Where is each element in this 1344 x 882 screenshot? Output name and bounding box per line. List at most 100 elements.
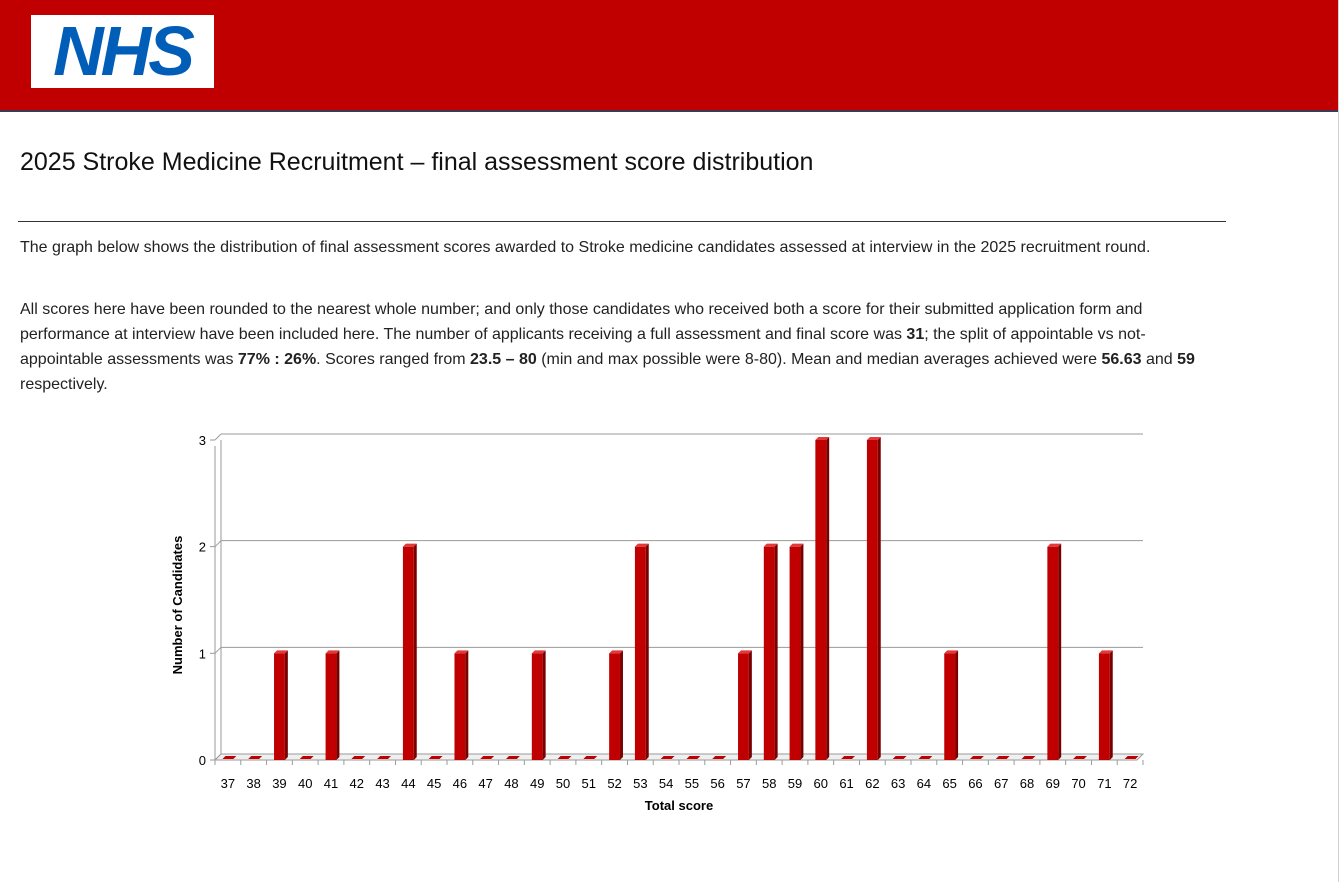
- bar-front: [454, 653, 466, 760]
- bar-70: [1073, 756, 1087, 759]
- bar-side: [542, 650, 546, 760]
- bar-zero-cap: [995, 756, 1010, 759]
- x-tick-label: 55: [685, 776, 699, 791]
- bar-side: [774, 543, 778, 760]
- title-divider: [18, 221, 1226, 222]
- bar-37: [222, 756, 237, 759]
- bar-45: [428, 756, 443, 759]
- bar-top: [1047, 543, 1062, 547]
- bar-side: [877, 437, 881, 760]
- bar-zero-cap: [918, 756, 933, 759]
- bar-60: [815, 437, 830, 760]
- bar-53: [634, 543, 649, 760]
- bar-42: [351, 756, 366, 759]
- bar-zero-cap: [222, 756, 237, 759]
- bar-51: [583, 756, 598, 759]
- bar-front: [1047, 546, 1059, 760]
- bar-66: [970, 756, 984, 759]
- y-tick-label: 1: [199, 646, 206, 661]
- x-tick-label: 69: [1046, 776, 1060, 791]
- x-tick-label: 51: [582, 776, 596, 791]
- bar-zero-cap: [351, 756, 366, 759]
- bar-65: [944, 650, 959, 760]
- bar-front: [325, 653, 337, 760]
- bar-side: [955, 650, 959, 760]
- bar-40: [299, 756, 314, 759]
- bar-71: [1098, 650, 1113, 760]
- bar-zero-cap: [583, 756, 598, 759]
- x-axis-title: Total score: [645, 798, 713, 813]
- x-tick-label: 47: [478, 776, 492, 791]
- details-text-6: respectively.: [20, 376, 108, 393]
- bar-39: [274, 650, 288, 760]
- x-tick-label: 43: [375, 776, 389, 791]
- bar-58: [763, 543, 778, 760]
- chart-floor: [213, 753, 1145, 761]
- bar-top: [1098, 650, 1113, 654]
- bar-top: [866, 437, 881, 440]
- x-tick-label: 68: [1020, 776, 1034, 791]
- bar-64: [918, 756, 933, 759]
- x-tick-label: 66: [968, 776, 982, 791]
- x-tick-label: 54: [659, 776, 673, 791]
- bar-side: [284, 650, 288, 760]
- bar-top: [789, 543, 804, 547]
- bar-43: [377, 756, 391, 759]
- details-text-5: and: [1141, 351, 1178, 368]
- bar-front: [763, 546, 775, 760]
- bar-46: [454, 650, 469, 760]
- bar-57: [738, 650, 752, 760]
- x-tick-label: 50: [556, 776, 570, 791]
- bar-52: [609, 650, 623, 760]
- x-tick-label: 46: [453, 776, 467, 791]
- bar-top: [763, 543, 778, 547]
- bar-side: [413, 543, 417, 760]
- x-tick-label: 40: [298, 776, 312, 791]
- bar-front: [531, 653, 543, 760]
- x-tick-label: 59: [788, 776, 802, 791]
- x-tick-label: 58: [762, 776, 776, 791]
- bar-zero-cap: [1021, 756, 1036, 759]
- y-axis-title: Number of Candidates: [170, 536, 185, 675]
- details-text-2: ; the split of appointable vs not-appoin…: [20, 326, 1146, 368]
- bar-side: [465, 650, 469, 760]
- x-tick-label: 44: [401, 776, 415, 791]
- bar-zero-cap: [299, 756, 314, 759]
- x-tick-label: 53: [633, 776, 647, 791]
- bar-front: [866, 440, 878, 760]
- x-tick-label: 64: [917, 776, 931, 791]
- bar-top: [634, 543, 649, 547]
- bar-41: [325, 650, 340, 760]
- bar-zero-cap: [892, 756, 907, 759]
- bar-zero-cap: [660, 756, 675, 759]
- bar-front: [944, 653, 956, 760]
- gridline-diagonal: [214, 646, 222, 654]
- x-tick-label: 60: [814, 776, 828, 791]
- bar-48: [506, 756, 520, 759]
- bar-59: [789, 543, 804, 760]
- bar-56: [712, 756, 727, 759]
- x-tick-label: 49: [530, 776, 544, 791]
- x-tick-label: 65: [942, 776, 956, 791]
- bar-54: [660, 756, 675, 759]
- bar-top: [944, 650, 959, 654]
- bar-side: [800, 543, 804, 760]
- bar-front: [789, 546, 801, 760]
- bar-44: [402, 543, 417, 760]
- bar-zero-cap: [686, 756, 701, 759]
- x-tick-label: 72: [1123, 776, 1137, 791]
- x-tick-label: 67: [994, 776, 1008, 791]
- bar-side: [748, 650, 752, 760]
- bar-49: [531, 650, 546, 760]
- bar-50: [557, 756, 572, 759]
- bar-zero-cap: [712, 756, 727, 759]
- bar-front: [1098, 653, 1110, 760]
- x-tick-label: 57: [736, 776, 750, 791]
- x-tick-label: 56: [710, 776, 724, 791]
- y-tick-label: 2: [199, 540, 206, 555]
- bar-side: [645, 543, 649, 760]
- bar-47: [480, 756, 495, 759]
- x-tick-label: 62: [865, 776, 879, 791]
- appointable-split-value: 77% : 26%: [237, 351, 317, 368]
- details-text-4: (min and max possible were 8-80). Mean a…: [536, 351, 1102, 368]
